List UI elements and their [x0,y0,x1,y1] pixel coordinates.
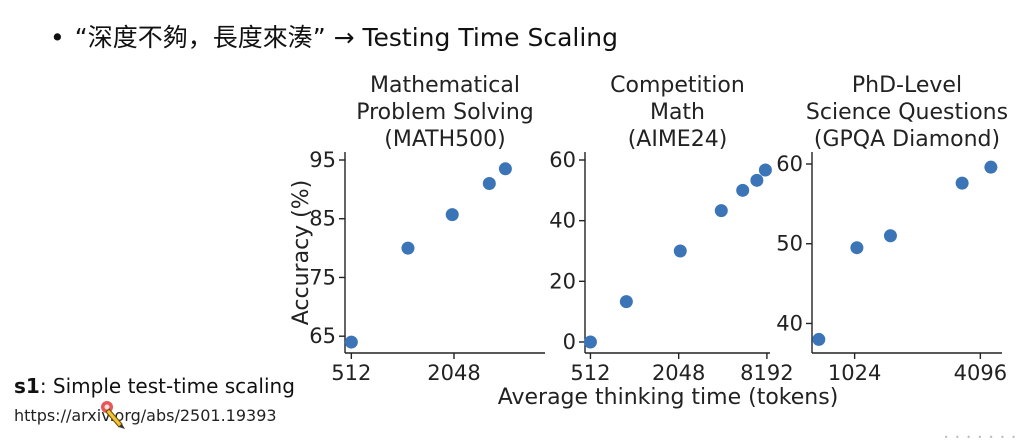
data-point [401,241,415,255]
x-tick-label: 8192 [740,361,793,385]
paper-name: s1: Simple test-time scaling [14,374,295,398]
x-tick-label: 2048 [427,361,480,385]
data-point [673,244,687,258]
x-axis-label: Average thinking time (tokens) [498,385,839,410]
data-point [344,335,358,349]
x-tick-label: 4096 [954,361,1007,385]
bullet-marker: • [50,23,65,52]
reference-block: s1: Simple test-time scaling https://arx… [14,374,295,425]
chart-title-line: Math [650,100,705,125]
y-tick-label: 20 [549,269,576,293]
y-tick-label: 95 [309,148,336,172]
y-tick-label: 40 [776,311,803,335]
data-point [758,163,772,177]
y-tick-label: 75 [309,265,336,289]
data-point [445,208,459,222]
x-tick-label: 2048 [652,361,705,385]
paper-url[interactable]: https://arxiv.org/abs/2501.19393 [14,406,277,425]
y-tick-label: 65 [309,324,336,348]
data-point [714,204,728,218]
data-point [955,176,969,190]
chart-title-line: (AIME24) [628,127,728,152]
data-point [750,173,764,187]
y-axis-label: Accuracy (%) [289,180,314,326]
data-point [583,335,597,349]
data-point [850,241,864,255]
x-tick-label: 512 [570,361,610,385]
y-tick-label: 60 [776,152,803,176]
data-point [619,295,633,309]
chart-title-line: Problem Solving [356,100,534,125]
chart-title-line: Competition [610,73,745,98]
data-point [883,229,897,243]
slide-title: • “深度不夠，長度來湊” → Testing Time Scaling [50,18,618,54]
y-tick-label: 85 [309,207,336,231]
chart-title-line: (GPQA Diamond) [814,127,1000,152]
chart-title-line: (MATH500) [384,127,505,152]
data-point [736,183,750,197]
y-tick-label: 50 [776,232,803,256]
chart-title-line: PhD-Level [852,73,962,98]
slide-progress-dots: • • • • • • • [943,433,1018,442]
x-tick-label: 1024 [828,361,881,385]
chart-title-line: Mathematical [370,73,520,98]
chart-title-line: Science Questions [806,100,1008,125]
paper-name-bold: s1 [14,374,40,398]
y-tick-label: 0 [563,330,576,354]
y-tick-label: 40 [549,209,576,233]
data-point [498,162,512,176]
pen-cursor-icon [101,401,125,429]
y-tick-label: 60 [549,148,576,172]
slide-title-text: “深度不夠，長度來湊” → Testing Time Scaling [74,23,619,52]
data-point [812,332,826,346]
x-tick-label: 512 [331,361,371,385]
data-point [984,160,998,174]
paper-name-rest: : Simple test-time scaling [39,374,295,398]
data-point [482,176,496,190]
